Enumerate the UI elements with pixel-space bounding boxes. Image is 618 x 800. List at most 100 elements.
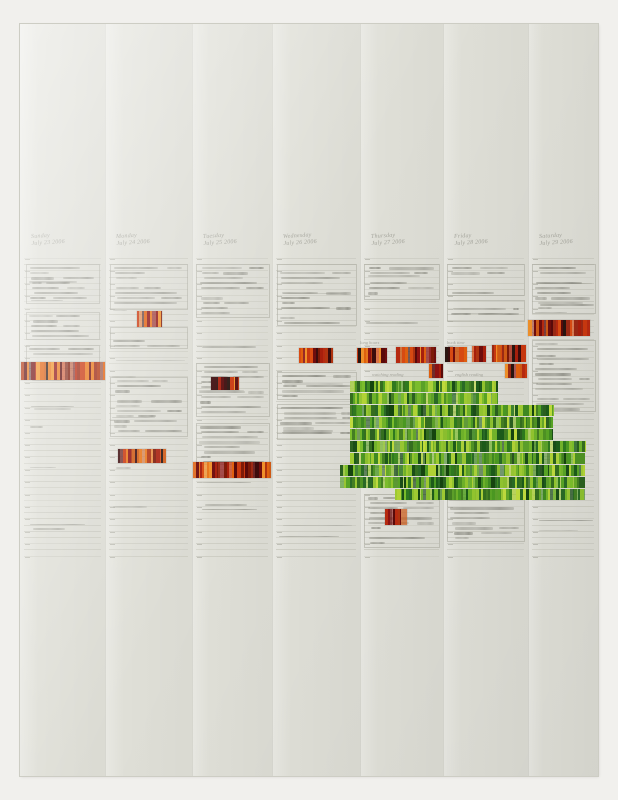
- handwriting-stroke: [203, 451, 256, 454]
- rule-line: [532, 270, 594, 272]
- stripe: [564, 489, 568, 500]
- rule-line: [364, 276, 439, 278]
- stripe: [367, 453, 370, 464]
- hour-tick: [277, 519, 282, 521]
- stripe: [474, 441, 477, 452]
- rule-line: [24, 543, 101, 545]
- hour-tick: [25, 308, 30, 310]
- red-stripe-band: [193, 462, 271, 478]
- stripe: [489, 489, 493, 500]
- rule-line: [196, 351, 268, 352]
- stripe: [386, 465, 390, 476]
- handwriting-stroke: [370, 282, 408, 284]
- stripe: [485, 417, 487, 428]
- entry-box: [447, 264, 525, 296]
- stripe: [478, 381, 481, 392]
- stripe: [377, 453, 381, 464]
- handwriting-stroke: [281, 395, 298, 397]
- stripe: [46, 362, 49, 380]
- stripe: [324, 348, 328, 363]
- hour-tick: [277, 383, 282, 384]
- stripe: [487, 429, 490, 440]
- rule-line: [276, 456, 356, 458]
- stripe: [492, 345, 494, 362]
- stripe: [513, 465, 516, 476]
- rule-line: [532, 382, 594, 383]
- rule-line: [109, 462, 188, 464]
- stripe: [424, 453, 426, 464]
- stripe: [504, 453, 507, 464]
- stripe: [397, 453, 400, 464]
- handwriting-stroke: [33, 320, 58, 323]
- stripe: [159, 449, 162, 463]
- hour-tick: [110, 259, 115, 260]
- stripe: [500, 429, 505, 440]
- stripe: [359, 393, 363, 404]
- stripe: [496, 417, 500, 428]
- entry-box: [110, 327, 188, 349]
- stripe: [551, 417, 554, 428]
- stripe: [373, 381, 376, 392]
- stripe: [378, 348, 382, 363]
- rule-line: [24, 382, 101, 383]
- hour-tick: [110, 333, 115, 335]
- stripe: [475, 346, 479, 362]
- stripe: [350, 453, 354, 464]
- stripe: [462, 381, 466, 392]
- stripe: [384, 441, 387, 452]
- rule-line: [276, 462, 356, 464]
- stripe: [583, 465, 586, 476]
- hour-tick: [25, 395, 30, 397]
- rule-line: [196, 369, 268, 371]
- stripe: [512, 489, 516, 500]
- stripe: [443, 465, 447, 476]
- stripe: [544, 417, 547, 428]
- stripe: [402, 477, 404, 488]
- stripe: [464, 465, 467, 476]
- stripe: [391, 465, 395, 476]
- stripe: [482, 453, 484, 464]
- stripe: [455, 441, 458, 452]
- rule-line: [532, 344, 594, 346]
- rule-line: [532, 549, 594, 551]
- stripe: [386, 393, 390, 404]
- red-stripe-band: [429, 364, 443, 378]
- stripe: [465, 381, 469, 392]
- stripe: [558, 465, 561, 476]
- handwriting-stroke: [414, 272, 429, 274]
- hour-tick: [197, 321, 202, 322]
- handwriting-stroke: [116, 400, 143, 403]
- stripe: [392, 417, 394, 428]
- handwriting-stroke: [280, 407, 343, 409]
- stripe: [385, 509, 389, 525]
- stripe: [144, 449, 147, 463]
- stripe: [396, 441, 401, 452]
- stripe: [478, 429, 482, 440]
- rule-line: [447, 518, 524, 520]
- stripe: [307, 348, 310, 363]
- stripe: [466, 441, 470, 452]
- stripe: [373, 465, 376, 476]
- stripe: [466, 489, 469, 500]
- stripe: [553, 320, 556, 336]
- stripe: [143, 311, 147, 327]
- stripe: [369, 453, 372, 464]
- stripe: [437, 417, 440, 428]
- stripe: [521, 364, 526, 378]
- entry-box: [364, 264, 440, 300]
- stripe: [441, 453, 444, 464]
- stripe: [378, 417, 383, 428]
- stripe: [517, 477, 520, 488]
- stripe: [496, 381, 498, 392]
- stripe: [468, 465, 470, 476]
- stripe: [415, 381, 418, 392]
- rule-line: [364, 270, 439, 272]
- stripe: [243, 462, 246, 478]
- stripe: [350, 441, 354, 452]
- stripe: [528, 453, 532, 464]
- stripe: [343, 465, 346, 476]
- stripe: [544, 441, 548, 452]
- handwriting-stroke: [29, 315, 53, 317]
- rule-line: [532, 425, 594, 427]
- stripe: [514, 453, 518, 464]
